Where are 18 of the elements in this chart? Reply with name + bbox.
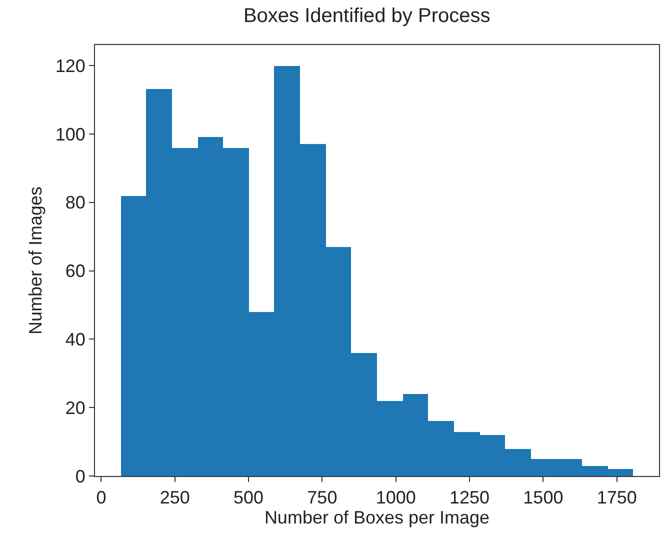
x-tick-label: 1000 <box>376 488 416 508</box>
y-tick-label: 20 <box>65 398 86 418</box>
x-axis-title: Number of Boxes per Image <box>264 508 490 528</box>
x-tick-label: 750 <box>307 488 338 508</box>
y-tick-label: 0 <box>75 466 86 486</box>
y-axis-title: Number of Images <box>26 186 46 335</box>
y-tick-label: 60 <box>65 261 86 282</box>
chart-title: Boxes Identified by Process <box>243 5 490 28</box>
y-tick-label: 40 <box>65 329 86 350</box>
x-tick-label: 250 <box>160 488 190 508</box>
y-tick-label: 100 <box>55 124 86 144</box>
x-tick-label: 1500 <box>523 488 564 508</box>
x-tick-label: 0 <box>96 488 106 508</box>
y-tick-label: 120 <box>55 56 86 76</box>
y-tick-label: 80 <box>65 192 86 213</box>
x-tick-label: 1750 <box>596 488 637 508</box>
x-tick-label: 1250 <box>450 488 490 508</box>
x-tick-label: 500 <box>233 488 264 508</box>
